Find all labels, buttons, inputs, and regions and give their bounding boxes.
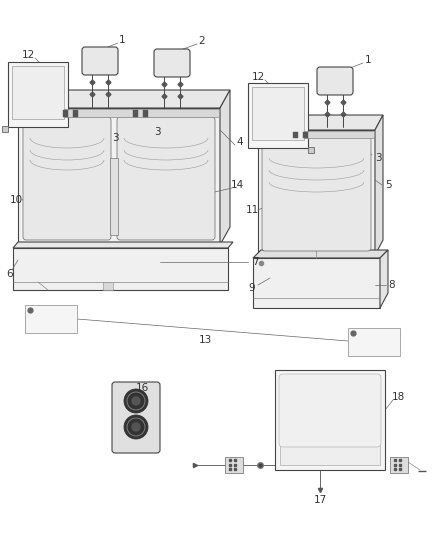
- Text: 2: 2: [199, 36, 205, 46]
- Bar: [12, 66, 64, 119]
- FancyBboxPatch shape: [154, 49, 190, 77]
- Polygon shape: [253, 250, 388, 258]
- Polygon shape: [380, 250, 388, 308]
- Text: 1: 1: [119, 35, 125, 45]
- Text: 13: 13: [198, 335, 212, 345]
- FancyBboxPatch shape: [82, 47, 118, 75]
- Bar: [63, 110, 68, 117]
- FancyBboxPatch shape: [117, 117, 215, 240]
- Circle shape: [132, 423, 140, 431]
- Polygon shape: [13, 242, 233, 248]
- Bar: [280, 375, 380, 465]
- Polygon shape: [13, 248, 228, 290]
- Bar: [275, 370, 385, 470]
- FancyBboxPatch shape: [23, 117, 111, 240]
- Text: 3: 3: [154, 127, 160, 137]
- Text: 10: 10: [10, 195, 23, 205]
- Bar: [303, 132, 308, 138]
- Polygon shape: [253, 258, 380, 308]
- Bar: [248, 83, 308, 148]
- Circle shape: [132, 397, 140, 405]
- Text: 14: 14: [230, 180, 244, 190]
- FancyBboxPatch shape: [279, 374, 381, 447]
- Bar: [390, 457, 408, 473]
- Text: 3: 3: [374, 153, 381, 163]
- Bar: [25, 305, 77, 333]
- Polygon shape: [258, 115, 383, 130]
- Bar: [348, 328, 400, 356]
- Bar: [19, 109, 219, 117]
- Bar: [252, 87, 304, 140]
- Bar: [8, 62, 68, 127]
- Bar: [293, 132, 298, 138]
- Bar: [133, 110, 138, 117]
- Text: 9: 9: [249, 283, 255, 293]
- Polygon shape: [18, 108, 220, 245]
- Polygon shape: [258, 130, 375, 255]
- Text: 11: 11: [245, 205, 258, 215]
- Bar: [259, 131, 374, 138]
- Text: 5: 5: [385, 180, 391, 190]
- Text: 12: 12: [21, 50, 35, 60]
- FancyBboxPatch shape: [317, 67, 353, 95]
- FancyBboxPatch shape: [112, 382, 160, 453]
- Circle shape: [124, 415, 148, 439]
- Polygon shape: [220, 90, 230, 245]
- Text: 7: 7: [252, 257, 258, 267]
- Polygon shape: [18, 90, 230, 108]
- Text: 16: 16: [135, 383, 148, 393]
- Text: 4: 4: [237, 137, 244, 147]
- Polygon shape: [375, 115, 383, 255]
- Bar: [73, 110, 78, 117]
- Bar: [225, 457, 243, 473]
- FancyBboxPatch shape: [262, 137, 371, 251]
- Text: 1: 1: [365, 55, 371, 65]
- Text: 3: 3: [112, 133, 118, 143]
- Text: 6: 6: [7, 269, 13, 279]
- Text: 17: 17: [313, 495, 327, 505]
- Bar: [110, 158, 118, 235]
- Text: 18: 18: [392, 392, 405, 402]
- Text: 12: 12: [251, 72, 265, 82]
- Text: 8: 8: [389, 280, 396, 290]
- Polygon shape: [103, 282, 113, 290]
- Circle shape: [124, 389, 148, 413]
- Bar: [143, 110, 148, 117]
